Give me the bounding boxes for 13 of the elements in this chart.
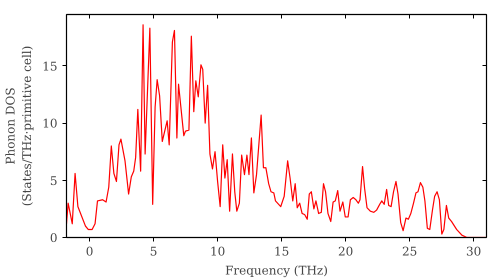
y-axis-title: Phonon DOS (States/THz·primitive cell) (3, 46, 34, 206)
x-tick-label: 25 (402, 244, 418, 258)
y-tick-label: 15 (42, 59, 58, 74)
x-tick-label: 20 (338, 244, 354, 258)
y-tick-label: 10 (42, 116, 58, 131)
x-axis-title: Frequency (THz) (225, 264, 328, 278)
x-tick-label: 5 (150, 244, 158, 258)
x-tick-label: 30 (466, 244, 482, 258)
x-tick-label: 10 (210, 244, 226, 258)
x-tick-label: 15 (274, 244, 290, 258)
y-tick-label: 0 (50, 231, 58, 245)
y-tick-label: 5 (50, 174, 58, 188)
x-tick-label: 0 (86, 244, 94, 258)
